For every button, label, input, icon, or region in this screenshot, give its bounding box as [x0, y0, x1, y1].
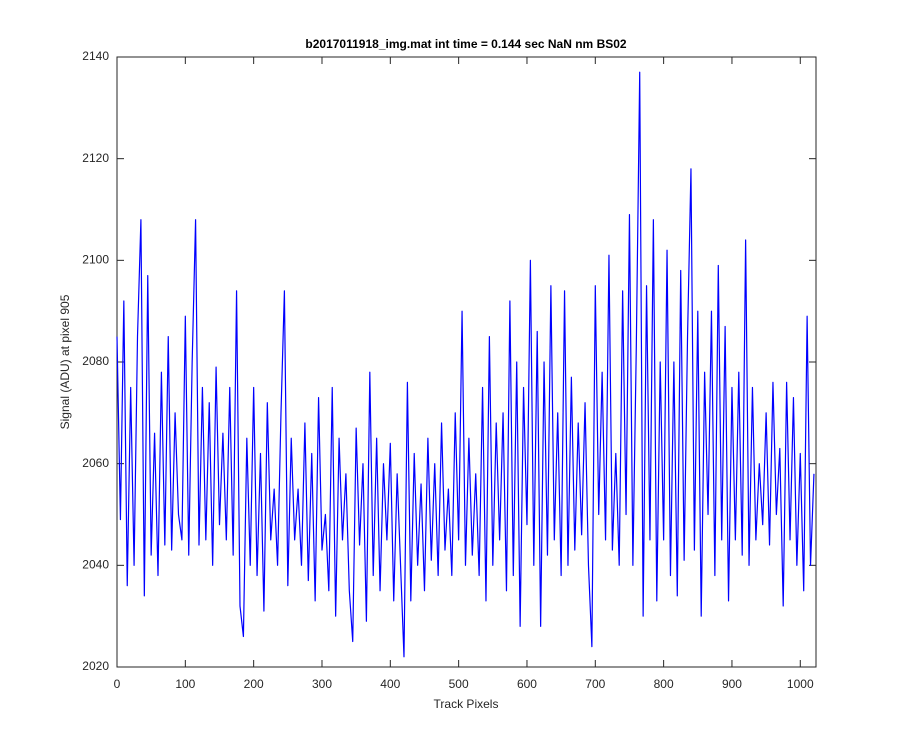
chart-title: b2017011918_img.mat int time = 0.144 sec…: [305, 37, 627, 51]
x-tick-label: 700: [585, 677, 605, 691]
x-tick-label: 0: [114, 677, 121, 691]
y-tick-label: 2020: [82, 659, 109, 673]
x-tick-label: 1000: [787, 677, 814, 691]
x-tick-label: 100: [175, 677, 195, 691]
x-tick-label: 900: [722, 677, 742, 691]
data-line: [116, 71, 815, 658]
y-tick-label: 2120: [82, 151, 109, 165]
x-tick-label: 400: [380, 677, 400, 691]
y-tick-label: 2040: [82, 558, 109, 572]
x-tick-label: 200: [244, 677, 264, 691]
x-tick-label: 500: [449, 677, 469, 691]
y-tick-label: 2140: [82, 49, 109, 63]
x-tick-label: 800: [654, 677, 674, 691]
x-tick-label: 600: [517, 677, 537, 691]
y-tick-label: 2080: [82, 354, 109, 368]
y-axis-label: Signal (ADU) at pixel 905: [58, 294, 72, 429]
x-tick-label: 300: [312, 677, 332, 691]
y-tick-label: 2100: [82, 253, 109, 267]
y-tick-label: 2060: [82, 456, 109, 470]
x-axis-label: Track Pixels: [434, 697, 499, 711]
